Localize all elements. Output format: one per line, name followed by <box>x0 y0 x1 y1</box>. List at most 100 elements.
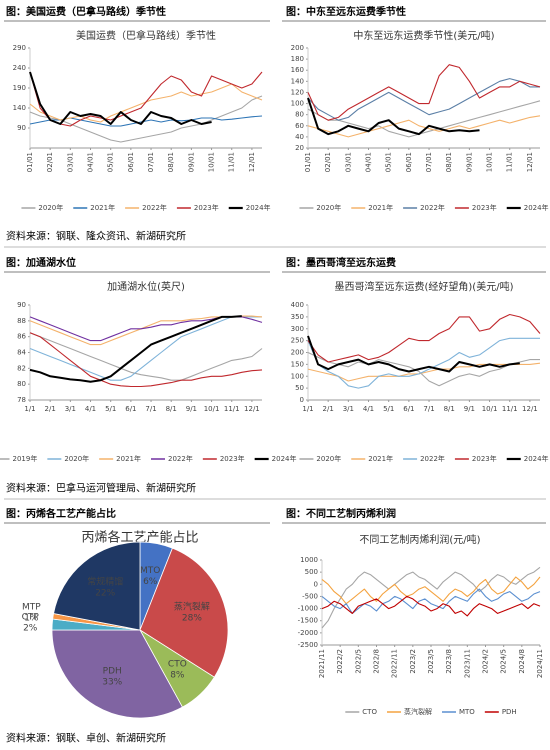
x-tick-label: 12/01 <box>248 152 256 172</box>
legend-label: 2020年 <box>316 203 341 212</box>
legend-label: 2023年 <box>472 203 497 212</box>
y-tick-label: 82 <box>17 364 26 372</box>
x-tick-label: 2023/11 <box>463 649 471 678</box>
panel-header: 图：墨西哥湾至远东运费 <box>286 256 396 269</box>
panel-header: 图：美国运费（巴拿马路线）季节性 <box>6 5 166 18</box>
source-note: 资料来源：钢联、卓创、新湖研究所 <box>6 732 166 745</box>
series-line <box>307 337 540 389</box>
y-tick-label: 200 <box>291 44 304 52</box>
pie-value-label: 22% <box>95 588 115 598</box>
pie-slice <box>139 547 229 678</box>
x-tick-label: 2024/8 <box>518 649 526 674</box>
y-tick-label: 20 <box>295 144 304 152</box>
chart-title: 丙烯各工艺产能占比 <box>81 530 198 546</box>
y-tick-label: 400 <box>291 301 304 309</box>
y-tick-label: 80 <box>17 380 26 388</box>
x-tick-label: 2022/5 <box>354 649 362 674</box>
pie-slice <box>51 629 183 719</box>
legend-label: 2024年 <box>272 454 297 463</box>
x-tick-label: 3/1 <box>343 405 354 413</box>
x-tick-label: 2023/5 <box>427 649 435 674</box>
x-tick-label: 4/1 <box>363 405 374 413</box>
pie-value-label: 8% <box>170 670 185 680</box>
y-tick-label: 180 <box>291 55 304 63</box>
x-tick-label: 09/01 <box>465 152 473 172</box>
y-tick-label: 60 <box>295 122 304 130</box>
legend-label: 2024年 <box>246 203 271 212</box>
legend-label: 2020年 <box>38 203 63 212</box>
x-tick-label: 6/1 <box>403 405 414 413</box>
y-tick-label: 250 <box>291 337 304 345</box>
legend-label: 2021年 <box>368 203 393 212</box>
x-tick-label: 2023/8 <box>445 649 453 674</box>
y-tick-label: 1000 <box>300 556 318 564</box>
legend-label: 2022年 <box>420 203 445 212</box>
x-tick-label: 2022/11 <box>391 649 399 678</box>
x-tick-label: 2/1 <box>323 405 334 413</box>
panel-header: 图：不同工艺制丙烯利润 <box>286 507 396 520</box>
chart-title: 中东至远东运费季节性(美元/吨) <box>353 29 494 42</box>
x-tick-label: 9/1 <box>186 405 197 413</box>
series-line <box>29 95 263 143</box>
legend-label: 2019年 <box>13 454 38 463</box>
x-tick-label: 2/1 <box>45 405 56 413</box>
x-tick-label: 2024/5 <box>500 649 508 674</box>
x-tick-label: 11/01 <box>228 152 236 172</box>
legend-label: 2020年 <box>316 454 341 463</box>
y-tick-label: 500 <box>305 568 318 576</box>
source-note: 资料来源：巴拿马运河管理局、新湖研究所 <box>6 482 196 495</box>
series-line <box>307 362 541 382</box>
legend-label: 2023年 <box>472 454 497 463</box>
series-line <box>307 97 480 136</box>
y-tick-label: 0 <box>314 580 318 588</box>
x-tick-label: 11/1 <box>224 405 240 413</box>
chart-title: 墨西哥湾至远东运费(经好望角)(美元/吨) <box>335 280 514 293</box>
series-line <box>307 335 520 373</box>
x-tick-label: 11/1 <box>502 405 518 413</box>
pie-label: CTO <box>168 659 187 669</box>
y-tick-label: 88 <box>17 317 26 325</box>
series-line <box>321 566 541 629</box>
panel-header: 图：加通湖水位 <box>6 256 76 269</box>
x-tick-label: 8/1 <box>166 405 177 413</box>
series-line <box>321 588 541 614</box>
x-tick-label: 02/01 <box>46 152 54 172</box>
x-tick-label: 9/1 <box>464 405 475 413</box>
panel-header: 图：中东至远东运费季节性 <box>286 5 406 18</box>
y-tick-label: 300 <box>291 325 304 333</box>
x-tick-label: 2021/11 <box>318 649 326 678</box>
legend-label: 2024年 <box>524 454 549 463</box>
x-tick-label: 5/1 <box>105 405 116 413</box>
y-tick-label: 50 <box>295 384 304 392</box>
x-tick-label: 07/01 <box>425 152 433 172</box>
legend-label: 2021年 <box>90 203 115 212</box>
x-tick-label: 2022/8 <box>373 649 381 674</box>
legend-label: 2021年 <box>368 454 393 463</box>
y-tick-label: 86 <box>17 333 26 341</box>
x-tick-label: 04/01 <box>87 152 95 172</box>
y-tick-label: -500 <box>302 592 318 600</box>
x-tick-label: 03/01 <box>344 152 352 172</box>
x-tick-label: 2024/11 <box>536 649 544 678</box>
y-tick-label: 140 <box>291 77 304 85</box>
x-tick-label: 8/1 <box>444 405 455 413</box>
x-tick-label: 02/01 <box>324 152 332 172</box>
y-tick-label: 0 <box>300 396 304 404</box>
y-tick-label: 200 <box>291 349 304 357</box>
y-tick-label: 40 <box>295 133 304 141</box>
x-tick-label: 2023/2 <box>409 649 417 674</box>
y-tick-label: -1000 <box>298 605 318 613</box>
x-tick-label: 2024/2 <box>482 649 490 674</box>
x-tick-label: 07/01 <box>147 152 155 172</box>
pie-slice <box>53 541 141 631</box>
y-tick-label: 120 <box>291 88 304 96</box>
legend-label: 2022年 <box>142 203 167 212</box>
x-tick-label: 10/1 <box>482 405 498 413</box>
x-tick-label: 10/01 <box>208 152 216 172</box>
x-tick-label: 06/01 <box>127 152 135 172</box>
series-line <box>29 71 263 127</box>
pie-value-label: 2% <box>23 624 38 634</box>
pie-value-label: 28% <box>182 614 202 624</box>
x-tick-label: 05/01 <box>107 152 115 172</box>
